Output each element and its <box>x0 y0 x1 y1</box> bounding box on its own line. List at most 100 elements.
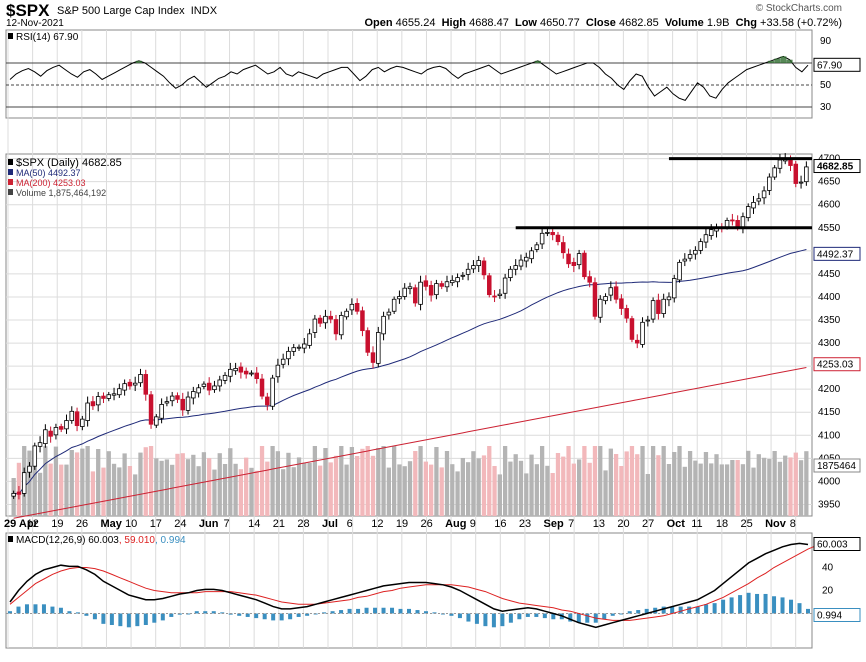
histogram-bar <box>220 612 225 614</box>
volume-bar <box>413 451 418 516</box>
close-label: Close <box>585 17 616 29</box>
histogram-bar <box>228 613 233 615</box>
histogram-bar <box>806 608 810 614</box>
histogram-bar <box>92 613 97 620</box>
candle-body <box>11 493 16 497</box>
price-tick-label: 4400 <box>818 292 841 303</box>
candle-body <box>487 275 492 296</box>
volume-bar <box>360 448 365 516</box>
candle-body <box>106 394 112 399</box>
histogram-bar <box>729 597 734 614</box>
candle-body <box>27 465 32 473</box>
candle-body <box>740 216 746 229</box>
histogram-bar <box>721 599 726 614</box>
date-tick-label: Jun <box>199 518 219 530</box>
volume-bar <box>687 451 693 516</box>
candlesticks <box>11 153 812 500</box>
volume-bar <box>460 458 465 516</box>
volume-bar <box>392 446 397 516</box>
candle-body <box>233 368 238 372</box>
candle-body <box>132 382 138 386</box>
histogram-bar <box>322 612 327 614</box>
rsi-legend: RSI(14) 67.90 <box>16 32 79 43</box>
histogram-bar <box>33 604 38 614</box>
candle-body <box>328 315 333 320</box>
histogram-bar <box>101 613 106 624</box>
candle-body <box>471 265 476 270</box>
histogram-bar <box>245 613 250 617</box>
volume-bar <box>793 452 798 516</box>
candle-body <box>249 372 254 375</box>
volume-bar <box>619 466 624 516</box>
histogram-bar <box>755 593 760 614</box>
volume-bar <box>539 446 545 516</box>
volume-bar <box>397 464 402 516</box>
price-tick-label: 4450 <box>818 269 841 280</box>
histogram-bar <box>619 613 624 615</box>
volume-bar <box>122 453 127 516</box>
close-value: 4682.85 <box>618 17 659 29</box>
candle-body <box>349 303 355 311</box>
macd-tick-label: 20 <box>822 586 834 597</box>
candle-body <box>788 159 793 166</box>
candle-body <box>291 347 296 352</box>
close-price-label: 4682.85 <box>817 162 854 173</box>
volume-bar <box>434 447 439 516</box>
histogram-bar <box>16 606 21 614</box>
histogram-bar <box>695 606 700 614</box>
volume-bar <box>59 464 64 516</box>
volume-bar <box>27 450 32 516</box>
histogram-bar <box>50 606 55 614</box>
volume-bar <box>624 451 629 516</box>
volume-bar <box>207 458 212 516</box>
date-tick-label: 26 <box>420 518 432 530</box>
volume-bar <box>175 453 180 516</box>
macd-line <box>9 542 809 629</box>
date-tick-label: 16 <box>494 518 506 530</box>
candle-body <box>32 445 38 467</box>
histogram-bar <box>373 607 378 614</box>
histogram-bar <box>746 592 751 614</box>
exchange-label: INDX <box>190 5 218 17</box>
quote-summary: Open 4655.24 High 4688.47 Low 4650.77 Cl… <box>364 17 842 29</box>
volume-bar <box>228 448 233 516</box>
candle-body <box>37 442 43 447</box>
volume-bar <box>318 465 323 516</box>
volume-bar <box>629 446 635 516</box>
candle-body <box>85 402 90 421</box>
candle-body <box>122 383 127 391</box>
candle-body <box>730 219 735 222</box>
histogram-bar <box>576 613 581 623</box>
axis-labels: 4700465046004550450044504400435043004250… <box>4 36 861 622</box>
candle-body <box>693 249 698 255</box>
date-tick-label: 14 <box>248 518 260 530</box>
volume-label: Volume <box>664 17 704 29</box>
candle-body <box>460 274 466 277</box>
date-tick-label: 11 <box>691 518 702 530</box>
candle-body <box>74 411 80 427</box>
volume-bar <box>233 463 238 516</box>
volume-bar <box>740 464 746 516</box>
volume-bar <box>238 469 244 516</box>
histogram-bar <box>330 611 335 614</box>
candle-body <box>708 229 714 237</box>
rsi-overbought-fill <box>786 59 793 63</box>
candle-body <box>117 388 122 396</box>
candle-body <box>571 261 577 266</box>
histogram-bar <box>24 604 29 614</box>
candle-body <box>143 374 149 395</box>
candle-body <box>333 319 339 335</box>
histogram-bar <box>296 613 301 617</box>
candle-body <box>185 396 191 411</box>
histogram-bar <box>415 610 420 614</box>
candle-body <box>582 252 587 278</box>
volume-bar <box>719 464 724 516</box>
candle-body <box>534 244 540 250</box>
histogram-bar <box>262 613 267 620</box>
histogram-bar <box>160 613 165 621</box>
volume-bar <box>222 464 228 516</box>
candle-body <box>450 279 455 284</box>
histogram-current-label: 0.994 <box>817 611 842 622</box>
candle-body <box>423 280 429 287</box>
candle-body <box>455 277 460 283</box>
